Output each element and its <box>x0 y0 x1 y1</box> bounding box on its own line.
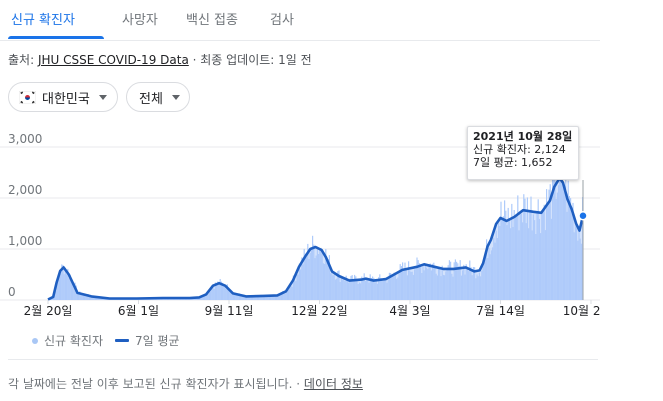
avg7-line <box>47 176 585 301</box>
y-tick-label: 0 <box>8 285 16 299</box>
period-label: 전체 <box>139 91 163 107</box>
x-tick-label: 12월 22일 <box>291 304 347 318</box>
source-separator: · <box>188 53 201 67</box>
region-label: 대한민국 <box>42 91 90 107</box>
footnote: 각 날짜에는 전날 이후 보고된 신규 확진자가 표시됩니다. · 데이터 정보 <box>8 375 363 392</box>
source-link[interactable]: JHU CSSE COVID-19 Data <box>37 53 189 67</box>
avg7-area <box>48 178 583 300</box>
tab-tests[interactable]: 검사 <box>270 13 294 28</box>
tab-vaccination[interactable]: 백신 접종 <box>186 13 238 28</box>
chart-legend: 신규 확진자 7일 평균 <box>32 332 180 349</box>
source-line: 출처: JHU CSSE COVID-19 Data · 최종 업데이트: 1일… <box>8 51 312 68</box>
tooltip-new-cases: 신규 확진자: 2,124 <box>473 143 566 156</box>
tab-bar: 신규 확진자 사망자 백신 접종 검사 <box>0 0 600 41</box>
footnote-separator: · <box>292 377 304 391</box>
x-tick-label: 9월 11일 <box>205 304 254 318</box>
period-caret-down-icon <box>171 94 180 100</box>
legend-bar-swatch <box>32 337 38 344</box>
y-tick-label: 1,000 <box>8 234 42 248</box>
y-tick-label: 2,000 <box>8 183 42 197</box>
x-tick-label: 4월 3일 <box>389 304 430 318</box>
legend-line-swatch <box>115 339 130 342</box>
active-tab-indicator <box>8 36 104 39</box>
region-dropdown[interactable]: 대한민국 <box>8 82 118 112</box>
last-updated: 최종 업데이트: 1일 전 <box>200 53 312 67</box>
x-tick-label: 7월 14일 <box>476 304 525 318</box>
chart-tooltip: 2021년 10월 28일 신규 확진자: 2,124 7일 평균: 1,652 <box>467 126 579 180</box>
y-tick-label: 3,000 <box>8 132 42 146</box>
korea-flag-icon <box>19 90 36 104</box>
tooltip-date: 2021년 10월 28일 <box>473 130 573 143</box>
cases-chart[interactable]: 0 1,000 2,000 3,000 2월 20일 6월 1일 9월 11일 12월 22… <box>0 120 600 325</box>
data-info-link[interactable]: 데이터 정보 <box>303 377 363 391</box>
legend-line-label: 7일 평균 <box>135 334 180 348</box>
tab-deaths[interactable]: 사망자 <box>122 13 158 28</box>
tab-new-cases[interactable]: 신규 확진자 <box>11 13 75 28</box>
period-dropdown[interactable]: 전체 <box>126 82 190 112</box>
footnote-text: 각 날짜에는 전날 이후 보고된 신규 확진자가 표시됩니다. <box>8 377 293 391</box>
source-prefix: 출처: <box>8 53 38 67</box>
region-caret-down-icon <box>98 94 107 100</box>
hover-point[interactable] <box>578 210 588 221</box>
divider <box>8 359 598 360</box>
tooltip-avg7: 7일 평균: 1,652 <box>473 156 553 169</box>
x-tick-label: 10월 24일 <box>563 304 600 318</box>
legend-bars-label: 신규 확진자 <box>44 334 104 348</box>
x-tick-label: 2월 20일 <box>24 304 73 318</box>
x-tick-label: 6월 1일 <box>118 304 159 318</box>
